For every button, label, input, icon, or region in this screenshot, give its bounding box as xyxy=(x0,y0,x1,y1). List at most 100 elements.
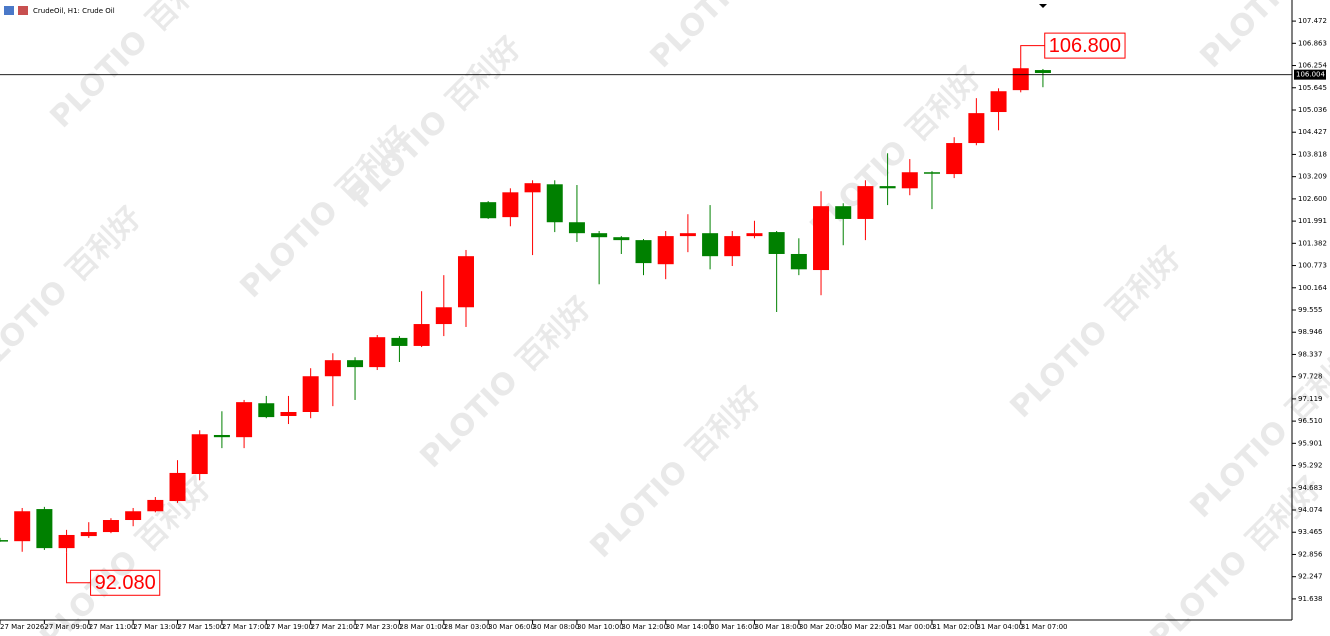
y-tick-label: 91.638 xyxy=(1298,595,1323,603)
candle-body xyxy=(879,186,896,189)
watermark-text: 百利好 xyxy=(140,0,228,39)
x-tick-label: 27 Mar 19:00 xyxy=(266,623,313,631)
candle-body xyxy=(435,307,452,325)
y-tick-label: 95.901 xyxy=(1298,439,1323,447)
watermark-text: 百利好 xyxy=(1100,240,1188,328)
candle-body xyxy=(901,172,918,189)
candle-body xyxy=(58,534,75,549)
annotation-leader xyxy=(1020,45,1045,67)
y-tick-label: 93.465 xyxy=(1298,528,1323,536)
y-tick-label: 100.164 xyxy=(1298,284,1327,292)
candle-body xyxy=(1012,68,1029,91)
candle-body xyxy=(147,499,164,512)
watermark-text: 百利好 xyxy=(510,290,598,378)
y-tick-label: 97.119 xyxy=(1298,395,1323,403)
x-tick-label: 30 Mar 18:00 xyxy=(754,623,801,631)
candle-body xyxy=(946,143,963,175)
candle-body xyxy=(813,206,830,271)
candle-body xyxy=(613,237,630,241)
y-tick-label: 101.382 xyxy=(1298,239,1327,247)
x-tick-label: 27 Mar 11:00 xyxy=(89,623,136,631)
x-tick-label: 30 Mar 08:00 xyxy=(533,623,580,631)
current-price-box xyxy=(1294,69,1326,80)
candle-body xyxy=(480,202,497,219)
y-tick-label: 106.863 xyxy=(1298,39,1327,47)
candle-body xyxy=(324,360,341,377)
y-tick-label: 101.991 xyxy=(1298,217,1327,225)
x-tick-label: 27 Mar 09:00 xyxy=(44,623,91,631)
watermark-text: 百利好 xyxy=(60,200,148,288)
y-tick-label: 92.856 xyxy=(1298,550,1323,558)
x-tick-label: 30 Mar 06:00 xyxy=(488,623,535,631)
candle-body xyxy=(546,184,563,223)
y-tick-label: 103.209 xyxy=(1298,173,1327,181)
watermark-text: PLOTIO xyxy=(584,454,695,565)
y-tick-label: 96.510 xyxy=(1298,417,1323,425)
watermark-text: PLOTIO xyxy=(1144,544,1255,636)
y-tick-label: 106.254 xyxy=(1298,62,1327,70)
y-tick-label: 98.946 xyxy=(1298,328,1323,336)
candle-body xyxy=(102,520,119,533)
candle-body xyxy=(568,222,585,234)
current-price-label: 106.004 xyxy=(1296,71,1325,79)
watermark-text: PLOTIO xyxy=(44,24,155,135)
annotation-label: 92.080 xyxy=(95,572,156,594)
candle-body xyxy=(857,186,874,219)
y-tick-label: 102.600 xyxy=(1298,195,1327,203)
y-tick-label: 103.818 xyxy=(1298,150,1327,158)
watermark-text: 百利好 xyxy=(680,380,768,468)
candle-body xyxy=(413,324,430,346)
annotation-label: 106.800 xyxy=(1049,35,1121,57)
candle-body xyxy=(724,236,741,257)
candle-body xyxy=(835,206,852,219)
candle-body xyxy=(1034,70,1051,73)
candle-body xyxy=(213,434,230,438)
y-tick-label: 105.036 xyxy=(1298,106,1327,114)
x-tick-label: 27 Mar 2026 xyxy=(0,623,45,631)
candle-body xyxy=(125,511,142,521)
candle-body xyxy=(923,172,940,174)
y-tick-label: 98.337 xyxy=(1298,350,1323,358)
x-tick-label: 27 Mar 21:00 xyxy=(311,623,358,631)
candle-body xyxy=(635,240,652,264)
chart-title: CrudeOil, H1: Crude Oil xyxy=(33,7,115,15)
candle-body xyxy=(191,434,208,475)
y-tick-label: 100.773 xyxy=(1298,262,1327,270)
y-tick-label: 97.728 xyxy=(1298,373,1323,381)
candle-body xyxy=(679,233,696,237)
watermark-text: PLOTIO xyxy=(0,274,75,385)
x-tick-label: 28 Mar 03:00 xyxy=(444,623,491,631)
y-tick-label: 94.683 xyxy=(1298,484,1323,492)
chart-icon xyxy=(18,6,28,15)
x-tick-label: 30 Mar 10:00 xyxy=(577,623,624,631)
y-tick-label: 105.645 xyxy=(1298,84,1327,92)
candle-body xyxy=(768,232,785,254)
candle-body xyxy=(502,192,519,218)
x-tick-label: 27 Mar 17:00 xyxy=(222,623,269,631)
chart-icon xyxy=(4,6,14,15)
candle-body xyxy=(0,540,8,542)
candle-body xyxy=(280,411,297,417)
y-tick-label: 92.247 xyxy=(1298,573,1323,581)
x-tick-label: 27 Mar 13:00 xyxy=(133,623,180,631)
annotation-box xyxy=(1044,32,1126,59)
x-tick-label: 30 Mar 22:00 xyxy=(843,623,890,631)
candle-body xyxy=(746,233,763,237)
x-tick-label: 31 Mar 07:00 xyxy=(1021,623,1068,631)
candle-body xyxy=(258,403,275,418)
shift-marker xyxy=(1039,4,1047,8)
candle-body xyxy=(657,236,674,265)
x-tick-label: 30 Mar 14:00 xyxy=(666,623,713,631)
watermark-text: PLOTIO xyxy=(414,364,525,475)
y-tick-label: 104.427 xyxy=(1298,128,1327,136)
candle-body xyxy=(236,402,253,438)
candle-body xyxy=(347,360,364,368)
candle-body xyxy=(790,253,807,270)
